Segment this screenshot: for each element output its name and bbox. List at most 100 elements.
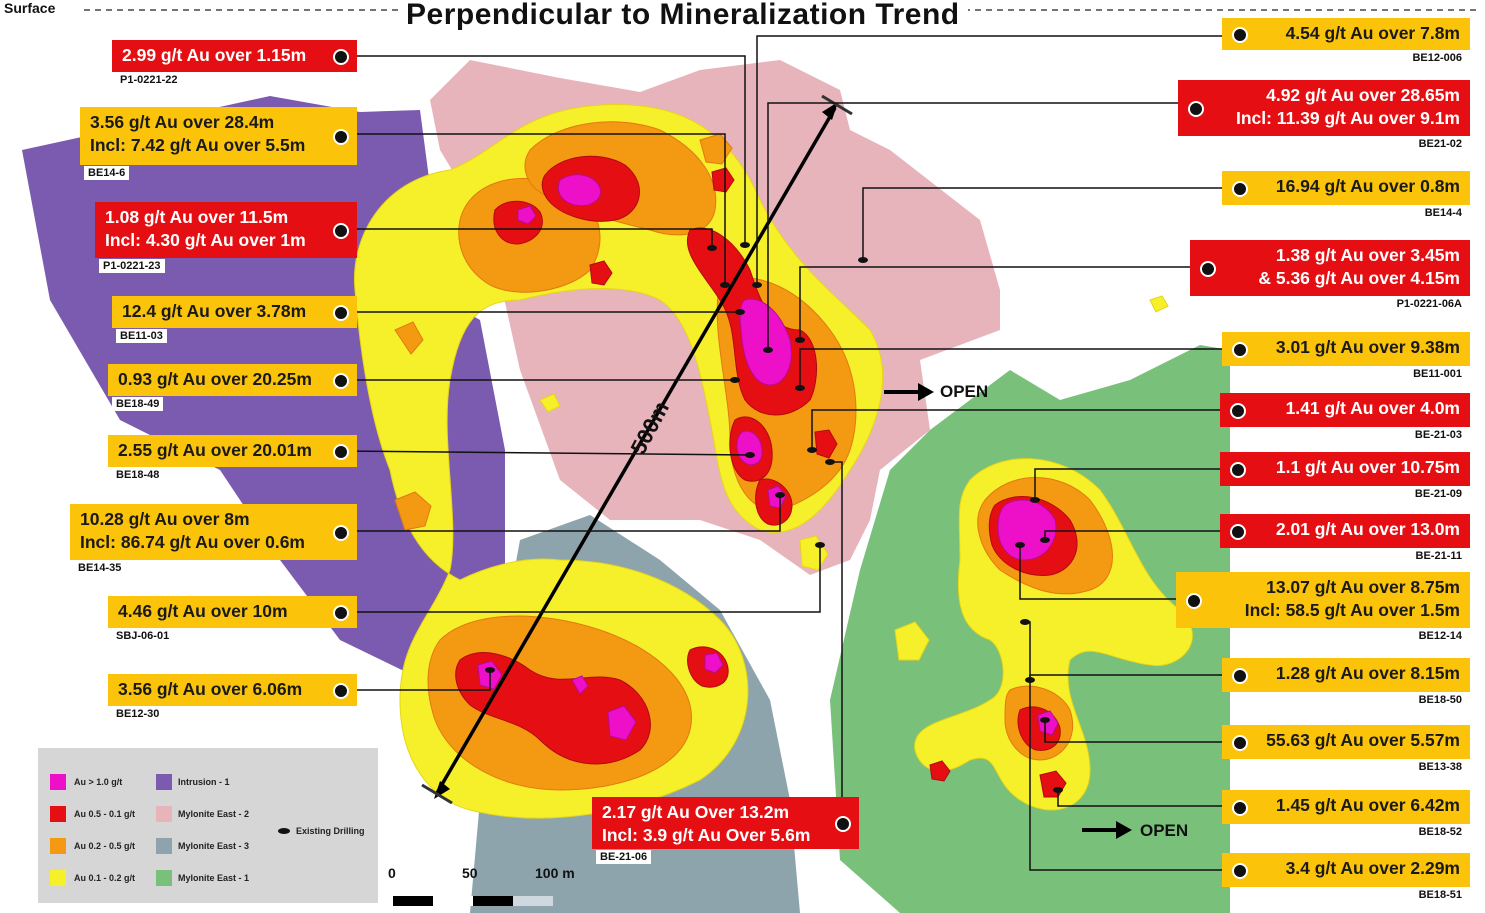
callout-line: 55.63 g/t Au over 5.57m — [1266, 730, 1460, 750]
callout-p1-0221-22: 2.99 g/t Au over 1.15m P1-0221-22 — [112, 40, 357, 90]
callout-box: 2.99 g/t Au over 1.15m — [112, 40, 357, 72]
callout-line: 1.45 g/t Au over 6.42m — [1275, 795, 1460, 815]
legend-label-grade-3: Au 0.2 - 0.5 g/t — [74, 841, 136, 851]
callout-line: 3.56 g/t Au over 6.06m — [118, 679, 303, 699]
callout-p1-0221-06a: 1.38 g/t Au over 3.45m & 5.36 g/t Au over… — [1190, 240, 1470, 314]
diagram-title: Perpendicular to Mineralization Trend — [398, 0, 968, 32]
scale-label-0: 0 — [388, 865, 396, 881]
callout-box: 55.63 g/t Au over 5.57m — [1222, 725, 1470, 759]
callout-box: 1.08 g/t Au over 11.5m Incl: 4.30 g/t Au … — [95, 202, 357, 258]
callout-line: 4.92 g/t Au over 28.65m — [1266, 85, 1460, 105]
callout-box: 0.93 g/t Au over 20.25m — [108, 364, 357, 396]
legend-swatch-grade-4 — [50, 870, 66, 886]
callout-box: 2.01 g/t Au over 13.0m — [1220, 514, 1470, 548]
callout-sbj-06-01: 4.46 g/t Au over 10m SBJ-06-01 — [108, 596, 357, 646]
callout-line: 2.55 g/t Au over 20.01m — [118, 440, 312, 460]
drill-hole-id: BE14-4 — [1420, 206, 1466, 220]
callout-line: 4.54 g/t Au over 7.8m — [1285, 23, 1460, 43]
drill-hole-id: BE12-006 — [1408, 51, 1466, 65]
drill-hole-dot — [1232, 181, 1248, 197]
open-arrow-1 — [884, 383, 934, 401]
drill-hole-dot — [333, 373, 349, 389]
legend-label-unit-4: Mylonite East - 1 — [178, 873, 250, 883]
callout-box: 1.41 g/t Au over 4.0m — [1220, 393, 1470, 427]
callout-line: 2.99 g/t Au over 1.15m — [122, 45, 307, 65]
drill-hole-dot — [333, 605, 349, 621]
drill-hole-dot — [1230, 524, 1246, 540]
legend-label-unit-1: Intrusion - 1 — [178, 777, 230, 787]
drill-intercepts — [485, 242, 1063, 793]
legend-label-grade-4: Au 0.1 - 0.2 g/t — [74, 873, 136, 883]
callout-line: 13.07 g/t Au over 8.75m — [1266, 577, 1460, 597]
callout-be12-30: 3.56 g/t Au over 6.06m BE12-30 — [108, 674, 357, 724]
drill-hole-id: BE14-6 — [84, 166, 130, 180]
legend-label-unit-3: Mylonite East - 3 — [178, 841, 250, 851]
drill-hole-dot — [1230, 462, 1246, 478]
drill-hole-id: BE11-001 — [1409, 367, 1466, 381]
drill-hole-dot — [1232, 800, 1248, 816]
legend-label-grade-2: Au 0.5 - 0.1 g/t — [74, 809, 136, 819]
legend-label-grade-1: Au > 1.0 g/t — [74, 777, 123, 787]
callout-box: 13.07 g/t Au over 8.75m Incl: 58.5 g/t Au… — [1176, 572, 1470, 628]
callout-be-21-06: 2.17 g/t Au Over 13.2m Incl: 3.9 g/t Au O… — [592, 797, 859, 867]
callout-line: 1.38 g/t Au over 3.45m — [1275, 245, 1460, 265]
grade-shell-core — [477, 174, 1059, 741]
callout-box: 3.01 g/t Au over 9.38m — [1222, 332, 1470, 366]
callout-line: 2.17 g/t Au Over 13.2m — [602, 802, 790, 822]
callout-be-21-03: 1.41 g/t Au over 4.0m BE-21-03 — [1220, 393, 1470, 445]
drill-hole-dot — [1186, 593, 1202, 609]
drill-hole-id: P1-0221-23 — [99, 259, 165, 273]
drill-hole-dot — [1188, 101, 1204, 117]
drill-hole-id: BE11-03 — [116, 329, 167, 343]
callout-line: Incl: 7.42 g/t Au over 5.5m — [90, 135, 306, 155]
callout-box: 4.54 g/t Au over 7.8m — [1222, 18, 1470, 50]
callout-box: 1.28 g/t Au over 8.15m — [1222, 658, 1470, 692]
callout-line: 3.01 g/t Au over 9.38m — [1275, 337, 1460, 357]
callout-box: 1.38 g/t Au over 3.45m & 5.36 g/t Au over… — [1190, 240, 1470, 296]
callout-be-21-11: 2.01 g/t Au over 13.0m BE-21-11 — [1220, 514, 1470, 566]
drill-hole-icon — [278, 828, 290, 834]
drill-hole-id: BE14-35 — [74, 561, 126, 575]
callout-line: Incl: 4.30 g/t Au over 1m — [105, 230, 306, 250]
callout-line: Incl: 58.5 g/t Au over 1.5m — [1244, 600, 1460, 620]
callout-be12-006: 4.54 g/t Au over 7.8m BE12-006 — [1222, 18, 1470, 68]
drill-hole-id: SBJ-06-01 — [112, 629, 174, 643]
callout-line: 3.4 g/t Au over 2.29m — [1285, 858, 1460, 878]
callout-be18-51: 3.4 g/t Au over 2.29m BE18-51 — [1222, 853, 1470, 905]
legend: Au > 1.0 g/t Au 0.5 - 0.1 g/t Au 0.2 - 0… — [38, 748, 378, 903]
callout-line: 12.4 g/t Au over 3.78m — [122, 301, 307, 321]
callout-box: 2.17 g/t Au Over 13.2m Incl: 3.9 g/t Au O… — [592, 797, 859, 849]
callout-be21-02: 4.92 g/t Au over 28.65m Incl: 11.39 g/t A… — [1178, 80, 1470, 154]
open-arrow-2 — [1082, 821, 1132, 839]
drill-hole-id: P1-0221-22 — [116, 73, 182, 87]
callout-be14-35: 10.28 g/t Au over 8m Incl: 86.74 g/t Au o… — [70, 504, 357, 578]
drill-hole-id: BE18-51 — [1414, 888, 1466, 902]
drill-hole-id: BE-21-11 — [1411, 549, 1466, 563]
callout-box: 3.4 g/t Au over 2.29m — [1222, 853, 1470, 887]
callout-line: 3.56 g/t Au over 28.4m — [90, 112, 275, 132]
callout-line: & 5.36 g/t Au over 4.15m — [1258, 268, 1460, 288]
callout-be18-49: 0.93 g/t Au over 20.25m BE18-49 — [108, 364, 357, 414]
drill-hole-dot — [1232, 735, 1248, 751]
surface-label: Surface — [4, 0, 56, 16]
callout-line: 4.46 g/t Au over 10m — [118, 601, 288, 621]
drill-hole-id: BE18-48 — [112, 468, 164, 482]
drill-hole-id: BE12-30 — [112, 707, 164, 721]
callout-line: 0.93 g/t Au over 20.25m — [118, 369, 312, 389]
callout-be11-03: 12.4 g/t Au over 3.78m BE11-03 — [112, 296, 357, 346]
measurement-tick-bottom — [421, 783, 453, 805]
callout-be-21-09: 1.1 g/t Au over 10.75m BE-21-09 — [1220, 452, 1470, 504]
drill-hole-dot — [333, 223, 349, 239]
callout-line: Incl: 3.9 g/t Au Over 5.6m — [602, 825, 811, 845]
legend-swatch-grade-1 — [50, 774, 66, 790]
callout-line: 1.08 g/t Au over 11.5m — [105, 207, 289, 227]
callout-be12-14: 13.07 g/t Au over 8.75m Incl: 58.5 g/t Au… — [1176, 572, 1470, 646]
callout-be18-48: 2.55 g/t Au over 20.01m BE18-48 — [108, 435, 357, 485]
callout-p1-0221-23: 1.08 g/t Au over 11.5m Incl: 4.30 g/t Au … — [95, 202, 357, 276]
drill-hole-dot — [333, 683, 349, 699]
open-label-2: OPEN — [1140, 821, 1189, 840]
callout-box: 12.4 g/t Au over 3.78m — [112, 296, 357, 328]
drill-hole-dot — [1232, 668, 1248, 684]
measurement-tick-top — [821, 94, 853, 116]
legend-swatch-unit-1 — [156, 774, 172, 790]
